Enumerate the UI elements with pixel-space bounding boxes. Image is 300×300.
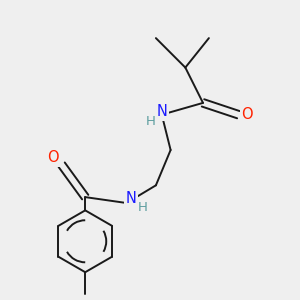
- Text: N: N: [156, 104, 167, 119]
- Text: O: O: [242, 107, 253, 122]
- Text: O: O: [47, 150, 58, 165]
- Text: N: N: [125, 191, 136, 206]
- Text: H: H: [138, 201, 148, 214]
- Text: H: H: [146, 115, 155, 128]
